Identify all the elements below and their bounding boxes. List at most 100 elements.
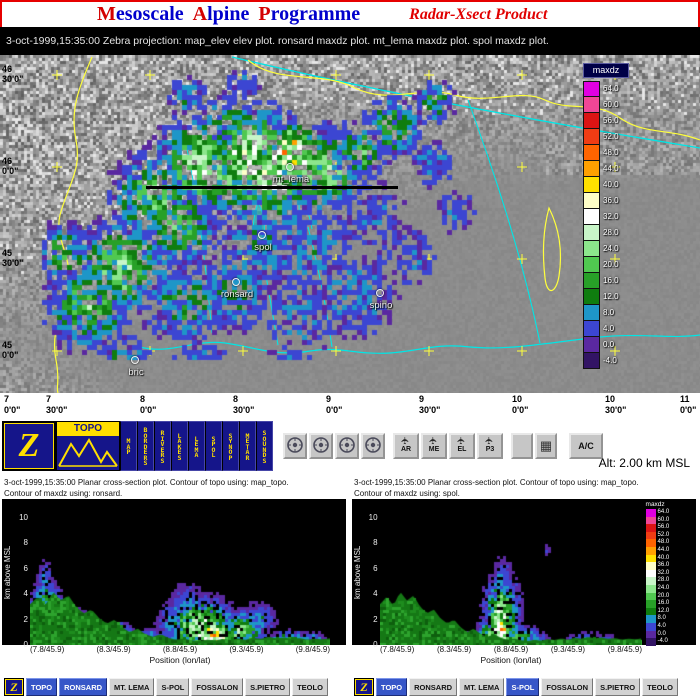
aircraft-button-label: P3 [485, 446, 495, 453]
overlay-button-rivers[interactable]: R I V E R S [154, 421, 171, 471]
zebra-logo-button[interactable]: Z [2, 421, 56, 471]
xsect-field-button-s-pol[interactable]: S-POL [156, 678, 190, 696]
radar-site-marker-bric[interactable] [131, 356, 139, 364]
y-tick: 10 [368, 513, 378, 522]
x-tick: (8.8/45.9) [493, 645, 529, 654]
xsect-toolbar-spol: Z TOPO RONSARD MT. LEMA S-POL FOSSALON S.PIET… [352, 678, 700, 696]
blank-button[interactable] [511, 433, 533, 459]
status-text: 3-oct-1999,15:35:00 Zebra projection: ma… [6, 35, 549, 47]
colorbar-row: 8.0 [583, 305, 629, 321]
xsect-field-button-teolo[interactable]: TEOLO [642, 678, 678, 696]
radar-site-label: ronsard [220, 289, 254, 300]
xsect-field-button-ronsard[interactable]: RONSARD [59, 678, 108, 696]
cross-section-line[interactable] [146, 186, 398, 189]
colorbar-swatch [583, 209, 600, 225]
y-tick: 6 [373, 563, 378, 573]
radar-site-marker-spino[interactable] [376, 289, 384, 297]
xsect-canvas-spol [379, 499, 642, 645]
overlay-button-metar[interactable]: M E T A R [239, 421, 256, 471]
colorbar-row: 64.0 [645, 509, 696, 517]
overlay-button-sounds[interactable]: S O U N D S [256, 421, 273, 471]
lon-axis-label: 9 30'0" [419, 394, 441, 415]
aircraft-button-me[interactable]: ✈ ME [421, 433, 447, 459]
xsect-field-button-s-pietro[interactable]: S.PIETRO [245, 678, 291, 696]
y-tick: 2 [373, 614, 378, 624]
aircraft-control-button[interactable]: A/C [569, 433, 603, 459]
dial-button-2[interactable] [309, 433, 333, 459]
dial-button-3[interactable] [335, 433, 359, 459]
colorbar-swatch [583, 113, 600, 129]
xsect-field-button-ronsard[interactable]: RONSARD [409, 678, 458, 696]
overlay-button-map[interactable]: M A P [120, 421, 137, 471]
map-lon-axis: 7 0'0" 7 30'0" 8 0'0" 8 30'0" 9 0'0" 9 30'0" 1… [0, 393, 700, 419]
colorbar-value: 56.0 [657, 524, 670, 531]
colorbar-swatch [645, 607, 656, 616]
colorbar-row: 60.0 [645, 516, 696, 525]
overlay-button-lakes[interactable]: L A K E S [171, 421, 188, 471]
aircraft-button-el[interactable]: ✈ EL [449, 433, 475, 459]
colorbar-row: 32.0 [583, 209, 629, 225]
xsect-plot-spol[interactable]: km above MSL 10 8 6 4 2 0 maxdz 64.0 60.0 56.0 5… [352, 499, 696, 649]
aircraft-button-ar[interactable]: ✈ AR [393, 433, 419, 459]
colorbar-row: -4.0 [583, 353, 629, 369]
xsect-field-button-topo[interactable]: TOPO [376, 678, 408, 696]
colorbar-title: maxdz [583, 63, 629, 78]
aircraft-button-p3[interactable]: ✈ P3 [477, 433, 503, 459]
dial-icon [365, 436, 381, 453]
lon-axis-label: 10 0'0" [512, 394, 529, 415]
radar-site-marker-spol[interactable] [258, 231, 266, 239]
xsect-field-button-fossalon[interactable]: FOSSALON [191, 678, 244, 696]
overlay-button-synop[interactable]: S Y N O P [222, 421, 239, 471]
colorbar-row: 16.0 [645, 600, 696, 608]
xsect-field-button-mt-lema[interactable]: MT. LEMA [109, 678, 155, 696]
colorbar-value: 24.0 [657, 584, 670, 591]
lon-axis-label: 10 30'0" [605, 394, 627, 415]
colorbar-swatch [583, 161, 600, 177]
topo-overlay-button[interactable]: TOPO [56, 421, 120, 471]
xsect-field-button-topo[interactable]: TOPO [26, 678, 58, 696]
colorbar-value: 36.0 [603, 196, 619, 205]
colorbar-row: 44.0 [583, 161, 629, 177]
xsect-field-button-teolo[interactable]: TEOLO [292, 678, 328, 696]
xsect-field-button-s-pietro[interactable]: S.PIETRO [595, 678, 641, 696]
radar-site-marker-ronsard[interactable] [232, 278, 240, 286]
colorbar-swatch [645, 569, 656, 578]
grid-button[interactable]: ▦ [535, 433, 557, 459]
xsect-field-button-s-pol[interactable]: S-POL [506, 678, 540, 696]
zebra-logo-small-button[interactable]: Z [354, 678, 374, 696]
colorbar-row: 4.0 [583, 321, 629, 337]
title-bar: Mesoscale Alpine Programme Radar-Xsect Pro… [0, 0, 700, 27]
dial-button-1[interactable] [283, 433, 307, 459]
overlay-button-lema[interactable]: L E M A [188, 421, 205, 471]
colorbar-value: 52.0 [603, 132, 619, 141]
zebra-logo-small-button[interactable]: Z [4, 678, 24, 696]
radar-site-marker-mt_lema[interactable] [286, 163, 294, 171]
colorbar-value: 44.0 [603, 164, 619, 173]
y-tick: 0 [373, 640, 378, 649]
xsect-header-line1: 3-oct-1999,15:35:00 Planar cross-section… [4, 478, 289, 487]
colorbar-swatch [645, 546, 656, 555]
colorbar-swatch [645, 577, 656, 585]
x-tick: (9.3/45.9) [229, 645, 264, 654]
dial-icon [287, 436, 303, 453]
xsect-plot-ronsard[interactable]: km above MSL 10 8 6 4 2 0 [2, 499, 346, 649]
colorbar-value: -4.0 [603, 356, 617, 365]
y-axis-ticks: 10 8 6 4 2 0 [364, 499, 380, 649]
overlay-button-borders[interactable]: B O R D E R S [137, 421, 154, 471]
dial-button-4[interactable] [361, 433, 385, 459]
xsect-colorbar-cells: 64.0 60.0 56.0 52.0 48.0 44.0 40.0 36.0 32.0 28.0… [645, 509, 696, 646]
colorbar-value: 64.0 [603, 84, 619, 93]
map-panel[interactable]: mt_lema spol ronsard spino bric 46 30'0" 46 0… [0, 55, 700, 393]
overlay-button-spol[interactable]: S P O L [205, 421, 222, 471]
colorbar-swatch [583, 257, 600, 273]
colorbar-value: 8.0 [657, 615, 666, 622]
altitude-readout: Alt: 2.00 km MSL [598, 456, 690, 470]
colorbar-row: 32.0 [645, 569, 696, 578]
xsect-field-button-fossalon[interactable]: FOSSALON [541, 678, 594, 696]
xsect-field-button-mt-lema[interactable]: MT. LEMA [459, 678, 505, 696]
colorbar-swatch [583, 177, 600, 193]
colorbar-row: 40.0 [583, 177, 629, 193]
aircraft-button-label: ME [428, 446, 440, 453]
colorbar-swatch [583, 241, 600, 257]
colorbar-value: 64.0 [657, 509, 670, 515]
